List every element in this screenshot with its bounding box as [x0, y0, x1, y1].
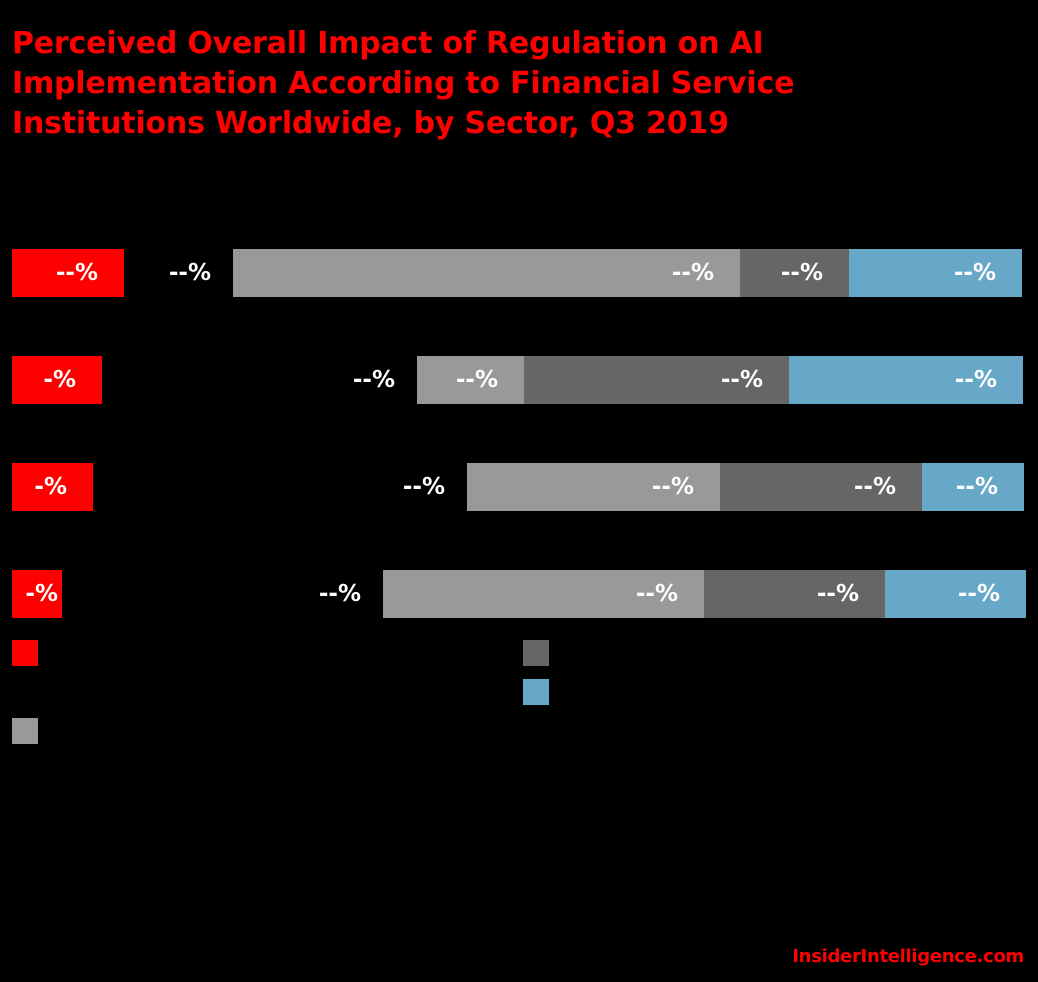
bar-segment-dark-gray: --%: [720, 463, 922, 511]
data-label: -%: [43, 367, 76, 393]
data-label: --%: [635, 581, 678, 607]
bar-segment-light-gray: --%: [417, 356, 524, 404]
data-label: --%: [853, 474, 896, 500]
data-label: --%: [720, 367, 763, 393]
bar-row-4: -% --% --% --% --%: [0, 570, 1038, 618]
legend-swatch-light-gray: [12, 718, 38, 744]
data-label: --%: [954, 367, 997, 393]
data-label: --%: [671, 260, 714, 286]
bar-segment-light-gray: --%: [233, 249, 740, 297]
data-label: --%: [955, 474, 998, 500]
bar-segment-neutral: --%: [102, 356, 417, 404]
data-label: -%: [25, 581, 58, 607]
data-label: --%: [957, 581, 1000, 607]
chart-title: Perceived Overall Impact of Regulation o…: [12, 24, 1012, 144]
data-label: --%: [953, 260, 996, 286]
bar-segment-light-gray: --%: [467, 463, 720, 511]
chart-title-line-1: Perceived Overall Impact of Regulation o…: [12, 26, 764, 61]
legend-swatch-blue: [523, 679, 549, 705]
data-label: --%: [318, 581, 361, 607]
data-label: --%: [402, 474, 445, 500]
bar-segment-negative: --%: [12, 249, 124, 297]
bar-segment-neutral: --%: [124, 249, 233, 297]
bar-row-3: -% --% --% --% --%: [0, 463, 1038, 511]
bar-segment-negative: -%: [12, 570, 62, 618]
data-label: --%: [55, 260, 98, 286]
data-label: --%: [816, 581, 859, 607]
legend-swatch-dark-gray: [523, 640, 549, 666]
bar-segment-dark-gray: --%: [524, 356, 789, 404]
data-label: -%: [34, 474, 67, 500]
bar-segment-negative: -%: [12, 463, 93, 511]
bar-row-2: -% --% --% --% --%: [0, 356, 1038, 404]
data-label: --%: [455, 367, 498, 393]
bar-segment-negative: -%: [12, 356, 102, 404]
bar-segment-dark-gray: --%: [704, 570, 885, 618]
bar-segment-dark-gray: --%: [740, 249, 849, 297]
legend-swatch-negative: [12, 640, 38, 666]
bar-segment-neutral: --%: [93, 463, 467, 511]
bar-segment-light-gray: --%: [383, 570, 704, 618]
chart-title-line-3: Institutions Worldwide, by Sector, Q3 20…: [12, 106, 729, 141]
bar-segment-blue: --%: [885, 570, 1026, 618]
data-label: --%: [352, 367, 395, 393]
source-footer: InsiderIntelligence.com: [792, 946, 1024, 967]
bar-row-1: --% --% --% --% --%: [0, 249, 1038, 297]
data-label: --%: [168, 260, 211, 286]
chart-title-line-2: Implementation According to Financial Se…: [12, 66, 795, 101]
data-label: --%: [651, 474, 694, 500]
bar-segment-blue: --%: [849, 249, 1022, 297]
data-label: --%: [780, 260, 823, 286]
legend-swatch-neutral: [12, 679, 38, 705]
bar-segment-blue: --%: [789, 356, 1023, 404]
bar-segment-blue: --%: [922, 463, 1024, 511]
bar-segment-neutral: --%: [62, 570, 383, 618]
